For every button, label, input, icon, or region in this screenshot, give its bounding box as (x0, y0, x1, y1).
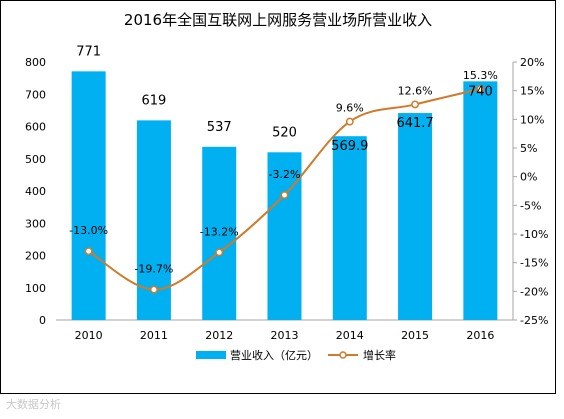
y-right-tick-label: 15% (520, 85, 544, 98)
legend-line-label: 增长率 (363, 348, 396, 362)
chart-title: 2016年全国互联网上网服务营业场所营业收入 (124, 11, 432, 29)
axes: 0 100 200 300 400 500 600 700 800 -25% -20% -15% -10… (25, 56, 548, 342)
legend-bar-label: 营业收入（亿元） (230, 348, 318, 362)
bar-value-label: 771 (76, 44, 101, 59)
bar (398, 113, 433, 320)
bar-value-label: 740 (468, 84, 493, 99)
bar (202, 146, 237, 320)
legend: 营业收入（亿元） 增长率 (196, 348, 396, 362)
y-right-tick-label: -5% (520, 199, 541, 212)
growth-point (345, 117, 354, 126)
bar (71, 71, 106, 320)
growth-value-label: -13.0% (69, 224, 108, 237)
y-right-tick-label: -15% (520, 257, 548, 270)
y-right-tick-label: 20% (520, 56, 544, 69)
growth-value-label: 15.3% (463, 69, 498, 82)
x-tick-label: 2014 (336, 329, 364, 342)
y-left-tick-label: 800 (25, 56, 46, 69)
bar-value-label: 569.9 (331, 139, 368, 154)
growth-point (280, 191, 289, 199)
growth-line (84, 84, 485, 294)
x-tick-label: 2015 (401, 329, 429, 342)
growth-value-label: -19.7% (134, 263, 173, 276)
y-left-tick-label: 600 (25, 121, 46, 134)
y-right-tick-label: 5% (520, 142, 537, 155)
x-tick-label: 2012 (205, 329, 233, 342)
growth-point (411, 100, 420, 109)
x-tick-label: 2010 (75, 329, 103, 342)
y-left-tick-label: 500 (25, 153, 46, 166)
growth-point (215, 248, 224, 257)
growth-point (84, 247, 93, 256)
watermark: 大数据分析 (6, 398, 61, 411)
y-right-tick-label: -10% (520, 228, 548, 241)
legend-line-marker (339, 351, 347, 359)
y-right-tick-label: -25% (520, 314, 548, 327)
bar-value-label: 641.7 (396, 116, 433, 131)
growth-value-label: 9.6% (336, 102, 364, 115)
bars (71, 71, 498, 320)
bar (463, 81, 498, 320)
bar-value-label: 520 (272, 125, 297, 140)
x-tick-label: 2011 (140, 329, 168, 342)
bar (267, 152, 302, 320)
growth-point (476, 84, 485, 93)
data-labels: 771 619 537 520 569.9 641.7 740 -13.0% -19.7% -13… (69, 44, 498, 275)
bar-value-label: 619 (142, 93, 167, 108)
growth-value-label: 12.6% (398, 84, 433, 97)
y-right-tick-label: -20% (520, 285, 548, 298)
growth-point (149, 285, 158, 294)
bar-value-label: 537 (207, 120, 232, 135)
y-left-tick-label: 300 (25, 217, 46, 230)
y-left-tick-label: 400 (25, 185, 46, 198)
growth-value-label: -3.2% (269, 168, 301, 181)
x-tick-label: 2016 (466, 329, 494, 342)
legend-bar-swatch (196, 351, 226, 359)
y-left-tick-label: 0 (39, 314, 46, 327)
x-tick-label: 2013 (271, 329, 299, 342)
growth-value-label: -13.2% (200, 225, 239, 238)
y-right-tick-label: 0% (520, 171, 537, 184)
y-left-tick-label: 200 (25, 250, 46, 263)
y-right-tick-label: 10% (520, 113, 544, 126)
y-left-tick-label: 100 (25, 282, 46, 295)
y-left-tick-label: 700 (25, 88, 46, 101)
bar (332, 136, 367, 320)
